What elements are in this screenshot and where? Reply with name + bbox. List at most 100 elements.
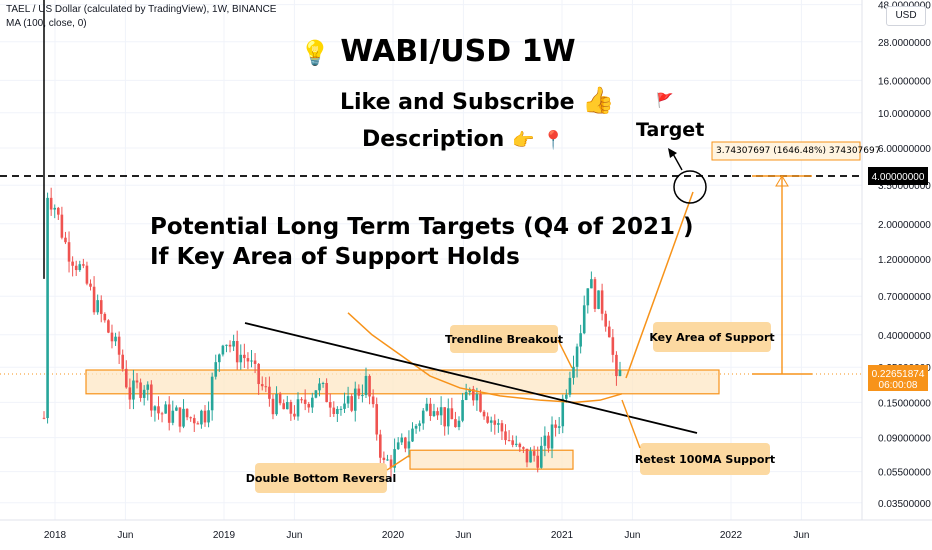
candle-body: [49, 197, 53, 210]
candle-body: [529, 451, 532, 463]
y-tick-label: 0.09000000: [878, 434, 931, 445]
candle-body: [336, 408, 339, 414]
y-tick-label: 2.00000000: [878, 220, 931, 231]
candle-body: [117, 336, 121, 355]
candle-body: [225, 344, 228, 346]
candle-body: [192, 418, 196, 424]
candle-body: [268, 386, 271, 399]
candle-body: [500, 423, 504, 432]
candle-body: [425, 403, 429, 411]
candle-body: [446, 408, 450, 427]
candle-body: [103, 313, 107, 321]
candle-body: [96, 300, 99, 313]
candle-body: [99, 300, 103, 314]
location-pin-icon: 📍: [542, 130, 565, 151]
candle-body: [164, 404, 167, 414]
candle-body: [321, 383, 325, 385]
last-price-text: 0.22651874: [872, 369, 925, 380]
candle-body: [404, 437, 407, 449]
candle-body: [278, 393, 282, 404]
candle-body: [71, 261, 74, 266]
candle-body: [586, 288, 590, 306]
candle-body: [378, 434, 382, 458]
trendline-callout-pointer: [557, 339, 573, 369]
time-axis-bg: [0, 520, 932, 550]
candle-body: [200, 410, 203, 425]
candle-body: [597, 290, 600, 309]
double-bottom-callout-box: [255, 463, 387, 493]
candle-body: [160, 413, 164, 415]
price-axis[interactable]: 48.000000028.000000016.000000010.0000000…: [868, 1, 931, 510]
candle-body: [479, 394, 482, 412]
candle-body: [232, 341, 235, 347]
candle-body: [582, 305, 586, 334]
candle-body: [389, 459, 393, 468]
x-tick-label: Jun: [793, 530, 809, 541]
y-tick-label: 6.00000000: [878, 144, 931, 155]
candle-body: [53, 207, 57, 210]
candle-body: [450, 408, 454, 420]
flag-icon: 🚩: [656, 93, 674, 109]
candle-body: [411, 428, 414, 442]
candle-body: [210, 376, 214, 411]
candle-body: [239, 354, 243, 363]
candle-body: [543, 435, 547, 446]
candles: [42, 0, 622, 479]
candle-body: [303, 399, 307, 404]
candle-body: [443, 407, 446, 427]
candle-body: [110, 332, 114, 342]
title-block: 💡 WABI/USD 1W: [300, 34, 576, 69]
price-axis-bg: [862, 0, 932, 520]
candle-body: [615, 354, 618, 377]
candle-body: [382, 457, 386, 460]
candle-body: [67, 242, 71, 262]
candle-body: [371, 396, 375, 405]
candle-body: [285, 402, 289, 410]
candle-body: [121, 354, 125, 369]
candle-body: [124, 368, 128, 388]
candle-body: [64, 237, 67, 243]
x-tick-label: Jun: [624, 530, 640, 541]
x-tick-label: 2022: [720, 530, 743, 541]
candle-body: [289, 402, 293, 414]
candle-body: [328, 402, 332, 408]
key-support-zone: [85, 369, 720, 395]
target-pointer-head: [668, 148, 677, 158]
target-price-text: 4.00000000: [872, 172, 925, 183]
candle-body: [282, 403, 286, 410]
candle-body: [203, 410, 207, 423]
candle-body: [82, 264, 85, 266]
symbol-info: TAEL / US Dollar (calculated by TradingV…: [6, 4, 277, 15]
measure-box: [711, 141, 861, 161]
time-axis[interactable]: 2018 Jun 2019 Jun 2020 Jun 2021 Jun 2022 Jun: [44, 530, 810, 541]
x-tick-label: Jun: [117, 530, 133, 541]
candle-body: [182, 408, 185, 427]
description-block: Description 👉 📍: [362, 127, 564, 152]
candle-body: [314, 390, 318, 398]
candle-body: [132, 380, 135, 400]
headline-line-1: Potential Long Term Targets (Q4 of 2021 …: [150, 214, 694, 240]
candle-body: [296, 399, 300, 417]
trendline-callout-text: Trendline Breakout: [445, 333, 563, 346]
candle-body: [139, 382, 142, 398]
candle-body: [260, 384, 264, 387]
candle-body: [357, 388, 361, 396]
double-bottom-callout-pointer: [386, 454, 411, 471]
candle-body: [493, 420, 497, 425]
candle-body: [218, 354, 221, 363]
x-tick-label: 2018: [44, 530, 67, 541]
candle-body: [396, 442, 400, 450]
target-circle: [673, 170, 707, 204]
currency-badge[interactable]: USD: [886, 6, 926, 26]
candle-body: [368, 375, 371, 397]
candle-body: [489, 420, 493, 423]
candle-body: [436, 411, 439, 416]
ma-line: [347, 312, 623, 404]
candle-body: [221, 345, 225, 355]
candle-body: [167, 404, 171, 423]
candle-body: [604, 313, 607, 327]
candle-body: [246, 358, 250, 362]
candle-body: [386, 459, 389, 461]
candle-body: [175, 407, 178, 411]
